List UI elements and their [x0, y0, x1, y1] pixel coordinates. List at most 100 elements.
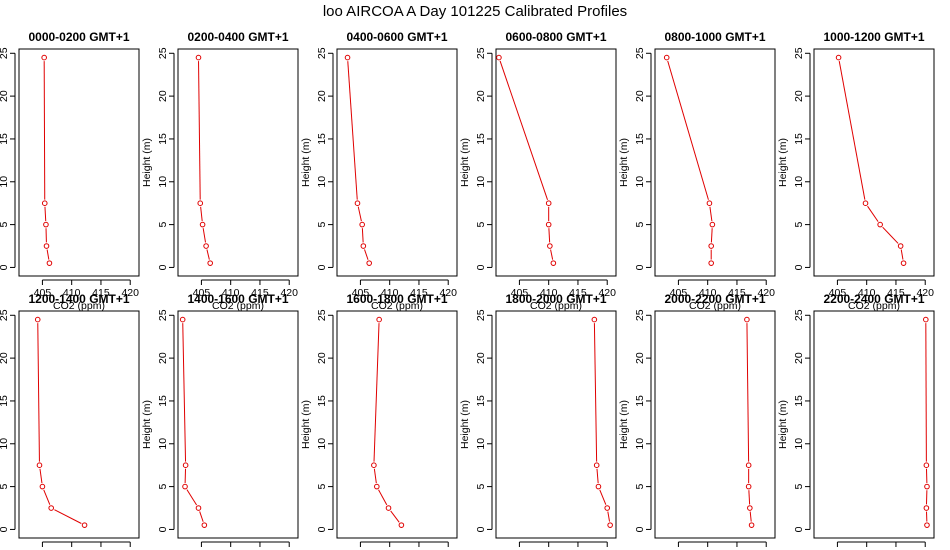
x-tick-label: 415: [92, 287, 110, 299]
data-point: [398, 522, 405, 528]
y-tick-label: 5: [634, 222, 646, 228]
y-tick-label: 0: [316, 526, 328, 532]
data-point: [709, 221, 716, 228]
y-tick-label: 15: [475, 133, 487, 145]
data-point: [550, 260, 557, 266]
y-tick-label: 15: [316, 395, 328, 407]
plot-frame: [177, 48, 299, 277]
data-point: [195, 54, 202, 61]
y-axis-title: Height (m): [141, 400, 153, 449]
plot-frame: [654, 310, 776, 539]
series-segment: [710, 228, 713, 243]
y-tick-label: 25: [157, 309, 169, 321]
plot-frame: [654, 48, 776, 277]
series-segment: [364, 249, 369, 260]
x-tick-label: 415: [251, 287, 269, 299]
data-point: [604, 505, 611, 511]
series-segment: [199, 511, 204, 522]
y-tick-label: 15: [793, 133, 805, 145]
plot-frame: [813, 310, 935, 539]
series-segment: [361, 228, 364, 243]
y-tick-label: 25: [634, 309, 646, 321]
series-segment: [200, 206, 203, 222]
series-segment: [44, 206, 47, 222]
series-segment: [667, 60, 709, 200]
data-point: [41, 54, 47, 61]
panel-title: 0600-0800 GMT+1: [505, 30, 606, 44]
series-segment: [550, 249, 554, 260]
series-segment: [186, 489, 197, 506]
data-point: [366, 260, 372, 266]
data-point: [877, 221, 883, 228]
y-tick-label: 5: [157, 222, 169, 228]
data-point: [835, 54, 842, 61]
series-segment: [373, 323, 380, 462]
x-tick-label: 410: [858, 287, 876, 299]
data-point: [199, 221, 206, 228]
data-point: [897, 243, 904, 249]
y-tick-label: 5: [316, 484, 328, 490]
y-tick-label: 15: [634, 133, 646, 145]
series-segment: [378, 489, 388, 506]
panel-title: 0000-0200 GMT+1: [28, 30, 129, 44]
series-segment: [593, 323, 598, 462]
data-point: [745, 462, 752, 468]
y-tick-label: 10: [316, 176, 328, 188]
panel-title: 2200-2400 GMT+1: [823, 292, 924, 306]
data-point: [182, 483, 188, 490]
series-segment: [182, 323, 187, 462]
data-point: [607, 522, 613, 528]
panel-3: 0400-0600 GMT+1 405 410 415 420 CO2 (ppm) 0 5 10…: [300, 30, 458, 312]
y-tick-label: 20: [793, 352, 805, 364]
series-segment: [867, 205, 879, 222]
series-segment: [347, 61, 358, 200]
series-segment: [709, 206, 713, 222]
data-point: [862, 200, 869, 206]
data-point: [923, 505, 930, 511]
y-tick-label: 25: [793, 47, 805, 59]
y-tick-label: 0: [475, 526, 487, 532]
x-tick-label: 420: [916, 287, 934, 299]
x-axis-title: CO2 (ppm): [53, 300, 105, 312]
data-point: [374, 483, 380, 490]
y-tick-label: 20: [634, 90, 646, 102]
panel-title: 0400-0600 GMT+1: [346, 30, 447, 44]
panel-4: 0600-0800 GMT+1 405 410 415 420 CO2 (ppm) 0 5 10…: [459, 30, 617, 312]
y-axis-title: Height (m): [777, 138, 789, 187]
data-point: [207, 260, 213, 266]
x-axis-title: CO2 (ppm): [530, 300, 582, 312]
x-axis-title: CO2 (ppm): [848, 300, 900, 312]
data-point: [900, 260, 907, 266]
x-tick-label: 410: [381, 287, 399, 299]
y-tick-label: 20: [793, 90, 805, 102]
series-segment: [599, 489, 607, 505]
plot-frame: [18, 310, 140, 539]
x-tick-label: 415: [887, 287, 905, 299]
y-tick-label: 0: [157, 264, 169, 270]
y-tick-label: 10: [634, 176, 646, 188]
panel-title: 0800-1000 GMT+1: [664, 30, 765, 44]
data-point: [36, 462, 43, 468]
y-tick-label: 15: [316, 133, 328, 145]
y-tick-label: 5: [0, 222, 10, 228]
panel-5: 0800-1000 GMT+1 405 410 415 420 CO2 (ppm) 0 5 10…: [618, 30, 776, 312]
y-tick-label: 15: [634, 395, 646, 407]
series-segment: [607, 511, 611, 522]
y-tick-label: 20: [157, 352, 169, 364]
data-point: [547, 243, 553, 249]
data-point: [545, 221, 552, 228]
y-tick-label: 20: [0, 90, 10, 102]
x-tick-label: 405: [670, 287, 688, 299]
data-point: [179, 316, 186, 323]
data-point: [182, 462, 189, 468]
series-segment: [39, 468, 43, 484]
y-tick-label: 0: [316, 264, 328, 270]
y-tick-label: 10: [157, 438, 169, 450]
y-axis-title: Height (m): [777, 400, 789, 449]
y-tick-label: 10: [0, 176, 10, 188]
y-tick-label: 25: [793, 309, 805, 321]
